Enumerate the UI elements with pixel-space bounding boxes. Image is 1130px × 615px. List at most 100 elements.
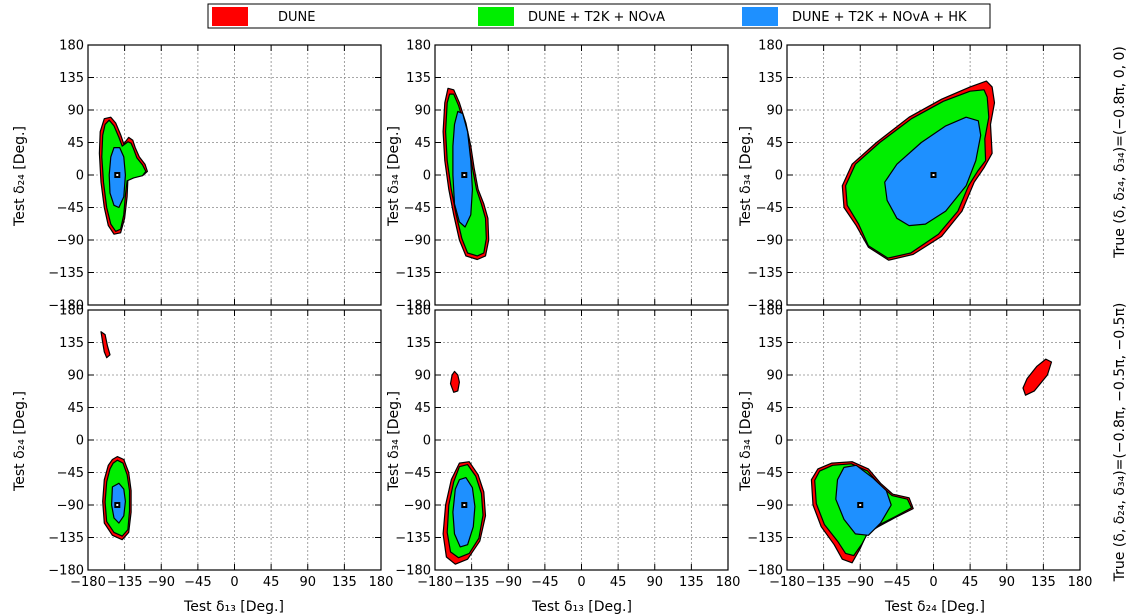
- y-tick-label: −180: [747, 299, 783, 314]
- true-point-marker-center: [116, 504, 119, 506]
- true-point-marker-center: [932, 174, 935, 176]
- x-tick-label: −180: [769, 575, 805, 590]
- x-tick-label: −45: [184, 575, 211, 590]
- x-tick-label: 0: [577, 575, 585, 590]
- y-tick-label: 90: [414, 369, 431, 384]
- region-dune-t2k-nova-hk-2: [884, 116, 982, 227]
- x-tick-label: −90: [847, 575, 874, 590]
- y-tick-label: 45: [414, 136, 431, 151]
- y-axis-label-row2-col3: Test δ₃₄ [Deg.]: [738, 391, 754, 492]
- y-tick-label: 0: [423, 434, 431, 449]
- y-tick-label: 180: [59, 304, 84, 319]
- x-tick-label: −135: [454, 575, 490, 590]
- x-tick-label: −135: [806, 575, 842, 590]
- y-tick-label: 180: [758, 304, 783, 319]
- x-tick-label: 135: [679, 575, 704, 590]
- y-tick-label: −90: [404, 234, 431, 249]
- y-axis-label-row2-col2: Test δ₃₄ [Deg.]: [386, 391, 402, 492]
- x-tick-label: 180: [369, 575, 394, 590]
- y-tick-label: 0: [775, 434, 783, 449]
- x-axis-label-col2: Test δ₁₃ [Deg.]: [531, 599, 632, 615]
- y-tick-label: −45: [404, 201, 431, 216]
- y-tick-label: 180: [758, 39, 783, 54]
- true-point-marker-center: [859, 504, 862, 506]
- legend-swatch-dune-t2k-nova: [478, 7, 514, 26]
- x-tick-label: 45: [610, 575, 627, 590]
- y-tick-label: 135: [59, 71, 84, 86]
- y-tick-label: −45: [756, 201, 783, 216]
- y-tick-label: 45: [67, 401, 84, 416]
- y-tick-label: 180: [406, 304, 431, 319]
- region-dune-t2k-nova-hk-3: [452, 477, 476, 548]
- x-tick-label: 180: [716, 575, 741, 590]
- legend: DUNE DUNE + T2K + NOvA DUNE + T2K + NOvA…: [207, 3, 991, 29]
- x-tick-label: 135: [332, 575, 357, 590]
- y-tick-label: −90: [756, 499, 783, 514]
- y-tick-label: −90: [404, 499, 431, 514]
- y-axis-label-row1-col3: Test δ₃₄ [Deg.]: [738, 126, 754, 227]
- y-tick-label: −45: [57, 466, 84, 481]
- x-tick-label: 180: [1068, 575, 1093, 590]
- x-tick-label: −45: [531, 575, 558, 590]
- row-label-top: True (δ, δ₂₄, δ₃₄)=(−0.8π, 0, 0): [1112, 46, 1128, 259]
- y-tick-label: 45: [414, 401, 431, 416]
- true-point-marker-center: [116, 174, 119, 176]
- y-tick-label: −90: [57, 499, 84, 514]
- y-tick-label: −180: [747, 564, 783, 579]
- y-tick-label: 0: [423, 169, 431, 184]
- legend-frame: [207, 3, 991, 29]
- legend-label-dune-t2k-nova-hk: DUNE + T2K + NOvA + HK: [792, 10, 967, 25]
- y-tick-label: 135: [758, 336, 783, 351]
- panel-grid: −180−135−90−4504590135180−180−135−90−450…: [48, 39, 1092, 591]
- y-tick-label: 45: [766, 401, 783, 416]
- x-tick-label: −180: [417, 575, 453, 590]
- y-tick-label: −180: [48, 564, 84, 579]
- x-tick-label: 135: [1031, 575, 1056, 590]
- legend-label-dune-t2k-nova: DUNE + T2K + NOvA: [528, 10, 665, 25]
- y-tick-label: −45: [756, 466, 783, 481]
- y-tick-label: −135: [747, 266, 783, 281]
- y-axis-label-row1-col1: Test δ₂₄ [Deg.]: [12, 126, 28, 227]
- panel-r0-c0: −180 −135 −90 −45 0 45 90 135 180: [48, 39, 382, 314]
- legend-label-dune: DUNE: [278, 10, 315, 25]
- x-tick-label: −180: [70, 575, 106, 590]
- x-tick-label: 0: [929, 575, 937, 590]
- region-dune-0: [449, 370, 460, 393]
- y-tick-label: −90: [57, 234, 84, 249]
- y-tick-label: 180: [406, 39, 431, 54]
- y-tick-label: 90: [766, 104, 783, 119]
- legend-swatch-dune-t2k-nova-hk: [742, 7, 778, 26]
- y-tick-label: −135: [48, 266, 84, 281]
- y-tick-label: 0: [76, 169, 84, 184]
- x-tick-label: −135: [107, 575, 143, 590]
- x-axis-label-col1: Test δ₁₃ [Deg.]: [183, 599, 284, 615]
- y-tick-label: −180: [395, 299, 431, 314]
- region-dune-t2k-nova-hk-2: [452, 110, 473, 228]
- y-tick-label: −45: [57, 201, 84, 216]
- x-tick-label: 45: [962, 575, 979, 590]
- y-tick-label: −135: [395, 266, 431, 281]
- y-tick-label: −180: [48, 299, 84, 314]
- y-axis-label-row2-col1: Test δ₂₄ [Deg.]: [12, 391, 28, 492]
- y-tick-label: 90: [766, 369, 783, 384]
- y-tick-label: −180: [395, 564, 431, 579]
- true-point-marker-center: [463, 504, 466, 506]
- x-tick-label: −45: [883, 575, 910, 590]
- y-tick-label: 90: [67, 369, 84, 384]
- x-tick-label: −90: [148, 575, 175, 590]
- y-tick-label: −135: [48, 531, 84, 546]
- y-tick-label: 135: [406, 71, 431, 86]
- y-tick-label: 0: [76, 434, 84, 449]
- panel-r0-c1: −180 −135 −90 −45 0 45 90 135 180: [395, 39, 729, 314]
- y-tick-label: 180: [59, 39, 84, 54]
- x-tick-label: 45: [263, 575, 280, 590]
- y-tick-label: 45: [67, 136, 84, 151]
- y-tick-label: −135: [395, 531, 431, 546]
- x-tick-label: 90: [646, 575, 663, 590]
- region-dune-0: [1022, 358, 1053, 396]
- legend-swatch-dune: [212, 7, 248, 26]
